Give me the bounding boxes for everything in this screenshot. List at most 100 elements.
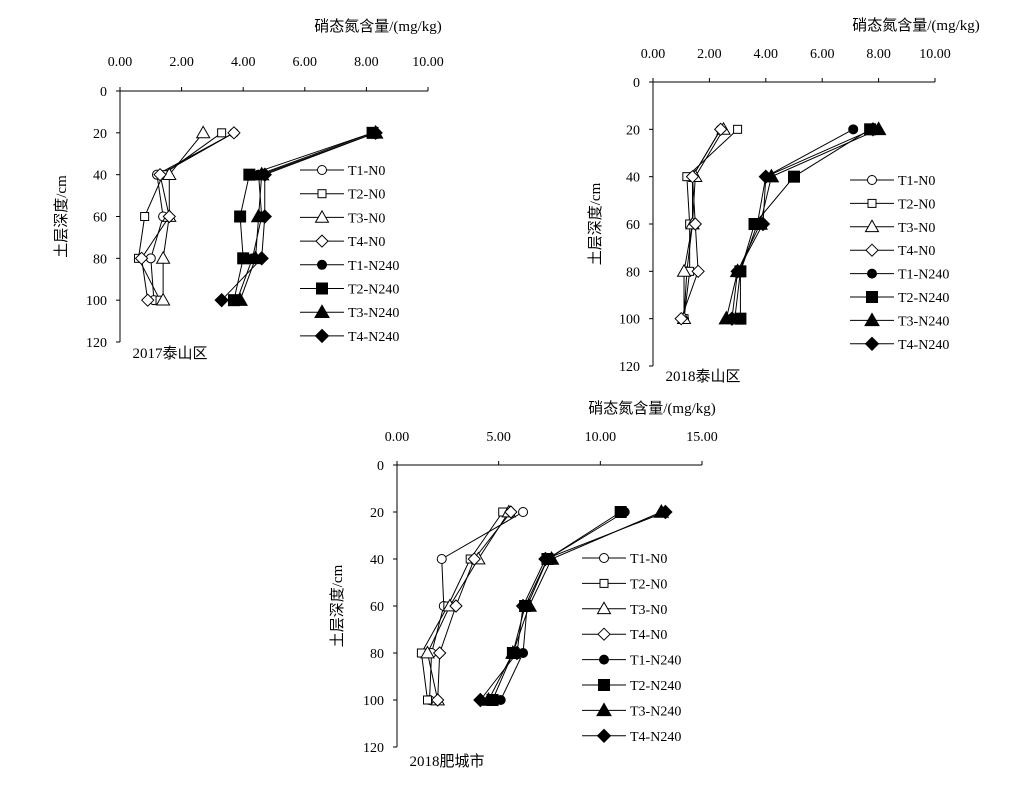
legend-label: T1-N240 xyxy=(898,268,949,283)
legend-label: T3-N240 xyxy=(898,314,949,329)
legend-marker xyxy=(317,165,327,175)
x-tick-label: 0.00 xyxy=(641,47,666,62)
data-point-T4-N0 xyxy=(467,552,481,566)
data-point-T3-N240 xyxy=(232,292,248,306)
legend-marker xyxy=(314,328,330,344)
data-point-T3-N0 xyxy=(161,167,177,181)
data-point-T4-N240 xyxy=(730,264,745,279)
x-tick-label: 2.00 xyxy=(697,47,722,62)
data-point-T3-N0 xyxy=(155,292,171,306)
y-tick-label: 80 xyxy=(370,647,384,662)
legend-label: T2-N240 xyxy=(348,283,399,298)
legend-label: T3-N240 xyxy=(630,704,681,719)
legend-marker xyxy=(315,234,329,248)
data-point-T2-N240 xyxy=(237,252,250,265)
data-point-T4-N0 xyxy=(141,293,155,307)
y-tick-label: 100 xyxy=(619,313,640,328)
legend-label: T1-N240 xyxy=(630,654,681,669)
panel-caption: 2018泰山区 xyxy=(665,368,740,385)
x-tick-label: 0.00 xyxy=(108,55,133,70)
data-point-T1-N240 xyxy=(848,124,859,135)
data-point-T4-N0 xyxy=(432,646,447,660)
legend-marker xyxy=(864,336,880,352)
y-tick-label: 0 xyxy=(100,85,107,100)
x-axis-title: 硝态氮含量/(mg/kg) xyxy=(588,400,716,417)
y-tick-label: 120 xyxy=(619,360,640,375)
y-tick-label: 20 xyxy=(626,123,640,138)
panel-2017-taishan: 0.00 2.00 4.00 6.00 8.00 10.00 0 20 40 60 80 100 120… xyxy=(53,18,444,362)
x-tick-label: 15.00 xyxy=(686,430,718,445)
data-point-T4-N240 xyxy=(758,169,774,184)
legend-marker xyxy=(597,627,611,641)
data-point-T4-N240 xyxy=(865,122,881,137)
legend-marker xyxy=(598,679,610,691)
data-point-T2-N0 xyxy=(217,128,227,138)
y-tick-label: 80 xyxy=(93,252,107,267)
x-tick-label: 4.00 xyxy=(754,47,779,62)
legend-label: T2-N0 xyxy=(348,188,385,203)
data-point-T4-N0 xyxy=(504,505,518,519)
legend-label: T4-N240 xyxy=(898,338,949,353)
legend-label: T4-N240 xyxy=(348,330,399,345)
legend-label: T2-N0 xyxy=(630,577,667,592)
data-point-T4-N0 xyxy=(162,209,176,224)
legend-marker xyxy=(864,219,880,233)
y-tick-label: 40 xyxy=(93,169,107,184)
y-tick-label: 0 xyxy=(377,459,384,474)
data-point-T3-N0 xyxy=(676,263,692,277)
data-point-T4-N240 xyxy=(755,216,771,232)
data-point-T4-N240 xyxy=(254,251,269,266)
data-point-T4-N0 xyxy=(713,122,728,137)
data-point-T4-N240 xyxy=(724,311,740,326)
y-tick-label: 120 xyxy=(86,336,107,351)
y-tick-label: 60 xyxy=(93,211,107,226)
x-tick-label: 4.00 xyxy=(231,55,256,70)
legend-label: T1-N0 xyxy=(898,174,935,189)
legend-marker xyxy=(599,654,609,665)
panel-2018-feicheng: 0.00 5.00 10.00 15.00 0 20 40 60 80 100 120 硝态氮含量/(… xyxy=(329,400,718,770)
data-point-T2-N0 xyxy=(733,124,743,134)
data-point-T4-N240 xyxy=(509,645,525,661)
panel-2018-taishan: 0.00 2.00 4.00 6.00 8.00 10.00 0 20 40 60 80 100 120… xyxy=(587,17,980,385)
y-tick-label: 40 xyxy=(370,553,384,568)
legend-marker xyxy=(596,601,612,615)
data-point-T2-N240 xyxy=(788,170,800,183)
x-tick-label: 6.00 xyxy=(293,55,318,70)
data-point-T4-N240 xyxy=(473,692,488,708)
y-tick-label: 120 xyxy=(363,741,384,756)
legend-marker xyxy=(865,243,879,257)
legend-marker xyxy=(866,291,878,303)
y-axis-title: 土层深度/cm xyxy=(329,564,346,647)
legend-label: T3-N240 xyxy=(348,306,399,321)
y-tick-label: 0 xyxy=(633,76,640,91)
y-tick-label: 100 xyxy=(86,294,107,309)
y-tick-label: 60 xyxy=(626,218,640,233)
legend-marker xyxy=(599,578,609,588)
data-point-T4-N0 xyxy=(227,126,241,140)
legend-label: T4-N240 xyxy=(630,730,681,745)
legend-label: T3-N0 xyxy=(348,211,385,226)
x-tick-label: 6.00 xyxy=(810,47,835,62)
data-point-T4-N240 xyxy=(515,598,531,614)
legend-marker xyxy=(599,553,609,563)
data-point-T2-N240 xyxy=(243,168,256,181)
y-tick-label: 20 xyxy=(93,127,107,142)
y-axis-title: 土层深度/cm xyxy=(53,175,70,258)
legend-marker xyxy=(867,175,877,185)
data-point-T4-N240 xyxy=(257,209,272,224)
data-point-T4-N0 xyxy=(688,217,703,231)
legend-label: T2-N0 xyxy=(898,197,935,212)
data-point-T4-N240 xyxy=(538,551,553,567)
legend-marker xyxy=(316,282,328,295)
x-axis-title: 硝态氮含量/(mg/kg) xyxy=(852,17,980,34)
x-tick-label: 8.00 xyxy=(354,55,379,70)
panel-caption: 2018肥城市 xyxy=(409,753,484,770)
legend-label: T1-N240 xyxy=(348,259,399,274)
data-point-T4-N240 xyxy=(214,292,229,308)
x-tick-label: 10.00 xyxy=(412,55,444,70)
data-point-T4-N240 xyxy=(368,125,383,141)
legend-marker xyxy=(867,268,877,279)
legend-label: T1-N0 xyxy=(348,164,385,179)
legend-marker xyxy=(867,198,877,208)
panel-caption: 2017泰山区 xyxy=(132,345,207,362)
